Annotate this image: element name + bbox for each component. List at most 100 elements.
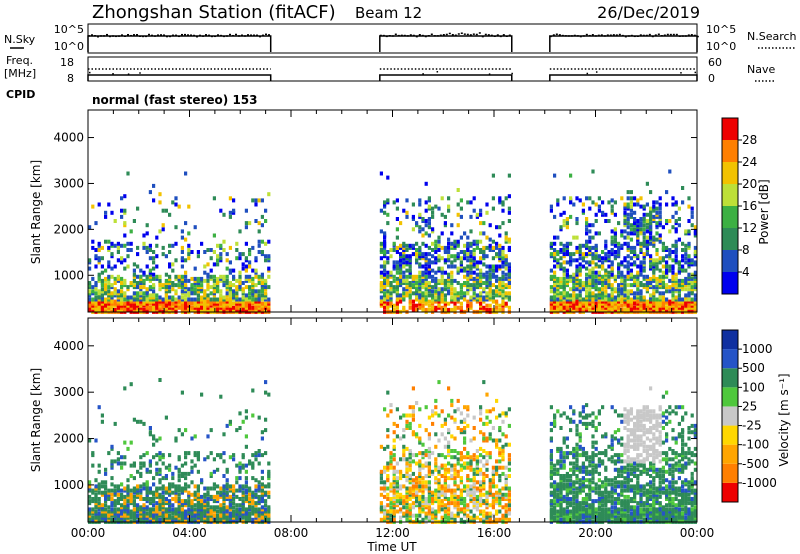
- velocity-cell: [405, 509, 409, 514]
- power-cell: [216, 262, 220, 267]
- power-cell: [485, 307, 489, 312]
- velocity-cell: [209, 517, 213, 522]
- power-cell: [110, 266, 114, 271]
- power-cell: [636, 227, 640, 232]
- velocity-cell: [88, 488, 92, 493]
- power-cell: [498, 276, 502, 281]
- velocity-cell: [472, 503, 476, 508]
- velocity-cell: [254, 457, 258, 462]
- power-cell: [97, 276, 101, 281]
- power-cell: [556, 276, 560, 281]
- velocity-cell: [225, 490, 229, 495]
- power-cell: [187, 248, 191, 252]
- velocity-cell: [216, 494, 220, 499]
- velocity-cell: [251, 453, 255, 458]
- velocity-cell: [434, 398, 438, 403]
- power-cell: [450, 231, 454, 236]
- power-cell: [113, 243, 117, 248]
- nsky-point: [457, 33, 460, 35]
- power-cell: [562, 254, 566, 259]
- power-cell: [415, 293, 419, 298]
- power-cell: [633, 299, 637, 304]
- velocity-cell: [431, 451, 435, 456]
- power-cell: [633, 202, 637, 207]
- velocity-cell: [443, 467, 447, 472]
- power-cell: [418, 301, 422, 306]
- velocity-cell: [104, 507, 108, 512]
- power-cell: [559, 225, 563, 230]
- power-cell: [447, 241, 451, 246]
- velocity-cell: [479, 511, 483, 516]
- power-cell: [572, 235, 576, 240]
- power-cell: [152, 272, 156, 277]
- velocity-cell: [421, 451, 425, 456]
- velocity-cell: [431, 517, 435, 522]
- power-cell: [591, 276, 595, 281]
- power-cell: [645, 212, 649, 217]
- nsky-point: [208, 34, 210, 37]
- velocity-cell: [228, 497, 232, 501]
- velocity-cell: [132, 503, 136, 508]
- velocity-cell: [180, 474, 184, 478]
- power-cell: [687, 274, 691, 279]
- power-cell: [501, 299, 505, 304]
- velocity-cell: [94, 499, 98, 504]
- power-cell: [674, 221, 678, 226]
- velocity-cell: [453, 419, 457, 424]
- velocity-cell: [225, 423, 229, 428]
- power-cell: [190, 301, 194, 306]
- power-cell: [225, 297, 229, 302]
- power-cell: [597, 270, 601, 275]
- velocity-cell: [238, 509, 242, 514]
- velocity-cell: [145, 451, 149, 456]
- power-cell: [104, 283, 108, 288]
- velocity-cell: [447, 451, 451, 456]
- power-cell: [421, 278, 425, 283]
- power-cell: [617, 307, 621, 312]
- power-cell: [415, 287, 419, 292]
- power-cell: [158, 287, 162, 292]
- velocity-cell: [129, 511, 133, 516]
- power-cell: [260, 252, 264, 257]
- nsky-point: [202, 35, 204, 37]
- power-cell: [687, 276, 691, 281]
- power-cell: [578, 256, 582, 261]
- velocity-cell: [466, 507, 470, 512]
- power-cell: [447, 289, 451, 294]
- velocity-cell: [456, 407, 460, 412]
- velocity-cell: [485, 511, 489, 516]
- velocity-cell: [152, 492, 156, 497]
- velocity-cell: [447, 507, 451, 512]
- nsky-point: [190, 34, 192, 36]
- power-cell: [475, 281, 479, 285]
- power-cell: [649, 305, 653, 310]
- velocity-cell: [225, 467, 229, 472]
- velocity-cell: [447, 444, 451, 449]
- velocity-cell: [241, 511, 245, 516]
- power-cell: [665, 283, 669, 288]
- power-cell: [392, 287, 396, 292]
- power-cell: [402, 278, 406, 283]
- power-cell: [613, 227, 617, 232]
- power-cell: [549, 241, 553, 246]
- velocity-cell: [248, 488, 252, 493]
- power-cell: [491, 272, 495, 277]
- power-cell: [418, 262, 422, 267]
- power-cell: [395, 266, 399, 271]
- power-cell: [658, 256, 662, 261]
- power-cell: [248, 291, 252, 296]
- power-cell: [257, 295, 261, 300]
- velocity-cell: [206, 455, 210, 460]
- power-cell: [232, 283, 236, 288]
- velocity-cell: [267, 474, 271, 478]
- power-cell: [665, 221, 669, 226]
- power-cell: [604, 305, 608, 310]
- velocity-cell: [248, 459, 252, 464]
- velocity-cell: [399, 494, 403, 499]
- mode-label: normal (fast stereo) 153: [92, 93, 258, 107]
- velocity-cell: [116, 509, 120, 514]
- power-cell: [569, 278, 573, 283]
- power-cell: [100, 278, 104, 283]
- velocity-cell: [395, 434, 399, 439]
- velocity-cell: [180, 499, 184, 504]
